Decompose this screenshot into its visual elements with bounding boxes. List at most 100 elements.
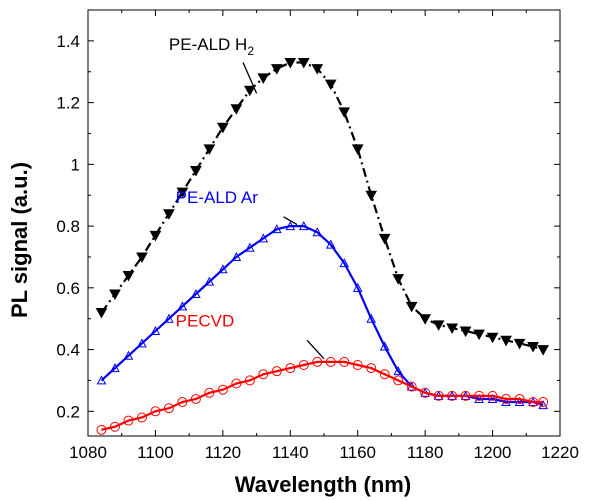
x-tick-label: 1180	[407, 443, 444, 462]
data-point	[501, 393, 512, 404]
data-point	[460, 390, 471, 401]
data-point	[96, 424, 107, 435]
data-point	[110, 363, 120, 373]
data-point	[271, 366, 282, 377]
data-point	[366, 363, 377, 374]
y-tick-label: 0.4	[56, 341, 80, 360]
data-point	[537, 345, 549, 356]
data-point	[163, 403, 174, 414]
data-point	[244, 242, 255, 252]
data-point	[95, 308, 108, 319]
data-point	[136, 412, 147, 423]
data-point	[446, 323, 458, 334]
x-tick-label: 1200	[474, 443, 512, 462]
data-point	[297, 57, 310, 69]
data-point	[352, 282, 363, 292]
x-tick-label: 1140	[272, 443, 309, 462]
data-point	[473, 329, 485, 341]
data-point	[487, 393, 498, 403]
data-point	[379, 369, 390, 380]
data-point	[500, 335, 512, 347]
data-point	[123, 350, 134, 360]
series-label-subscript: 2	[247, 44, 254, 58]
data-point	[486, 332, 499, 344]
data-point	[420, 387, 431, 398]
data-point	[270, 64, 283, 75]
data-point	[149, 230, 162, 242]
data-point	[136, 252, 148, 263]
data-point	[487, 390, 498, 401]
series-label-0: PE-ALD H2	[169, 35, 254, 58]
data-point	[231, 378, 242, 389]
data-point	[177, 397, 188, 408]
data-point	[393, 375, 404, 386]
data-point	[244, 375, 255, 386]
data-point	[122, 270, 135, 282]
data-point	[514, 396, 525, 407]
data-point	[433, 390, 444, 401]
series-label-2: PECVD	[176, 311, 235, 330]
data-point	[501, 396, 511, 407]
y-tick-label: 0.2	[56, 402, 80, 421]
data-point	[298, 221, 309, 231]
data-point	[191, 288, 201, 298]
data-point	[339, 258, 350, 268]
data-point	[271, 224, 282, 234]
data-point	[109, 289, 121, 301]
series-line-1	[100, 225, 544, 407]
data-point	[258, 233, 269, 243]
data-point	[204, 387, 215, 398]
data-point	[378, 233, 391, 245]
data-point	[474, 393, 484, 403]
data-point	[123, 415, 134, 426]
data-point	[405, 301, 418, 313]
data-point	[177, 301, 188, 311]
x-tick-label: 1220	[541, 443, 579, 462]
x-tick-label: 1160	[339, 443, 376, 462]
x-tick-label: 1100	[137, 443, 174, 462]
data-point	[406, 381, 417, 392]
data-point	[447, 390, 458, 401]
x-axis-title: Wavelength (nm)	[235, 472, 411, 497]
data-point	[150, 325, 161, 336]
data-point	[230, 104, 243, 115]
data-point	[365, 190, 378, 202]
data-point	[312, 227, 323, 237]
data-point	[257, 73, 270, 84]
y-tick-label: 0.8	[56, 217, 80, 236]
x-tick-label: 1120	[205, 443, 242, 462]
data-point	[164, 313, 174, 323]
data-point	[109, 421, 120, 432]
data-point	[284, 57, 297, 69]
data-point	[392, 274, 405, 285]
y-tick-label: 1.4	[56, 32, 80, 51]
data-point	[163, 209, 175, 220]
data-point	[459, 326, 472, 338]
y-axis-title: PL signal (a.u.)	[7, 162, 32, 318]
data-point	[150, 406, 161, 417]
series-label-text: PE-ALD H	[169, 35, 247, 54]
data-point	[339, 356, 350, 367]
data-point	[513, 338, 526, 350]
annotation-leader-line	[306, 339, 325, 360]
data-point	[258, 369, 269, 380]
data-point	[325, 356, 336, 367]
data-point	[311, 64, 324, 75]
data-point	[231, 251, 242, 261]
series-line-0	[100, 61, 544, 351]
data-point	[217, 384, 228, 395]
data-point	[338, 107, 351, 118]
data-point	[312, 356, 323, 367]
data-point	[218, 264, 228, 274]
series-label-1: PE-ALD Ar	[176, 188, 259, 207]
x-tick-label: 1080	[69, 443, 107, 462]
data-point	[324, 79, 337, 91]
annotation-leader-line	[283, 216, 298, 226]
data-point	[351, 144, 364, 155]
data-point	[366, 313, 377, 323]
y-tick-label: 1	[71, 155, 80, 174]
data-point	[419, 314, 431, 325]
data-point	[176, 187, 189, 199]
plot-frame	[87, 9, 561, 437]
